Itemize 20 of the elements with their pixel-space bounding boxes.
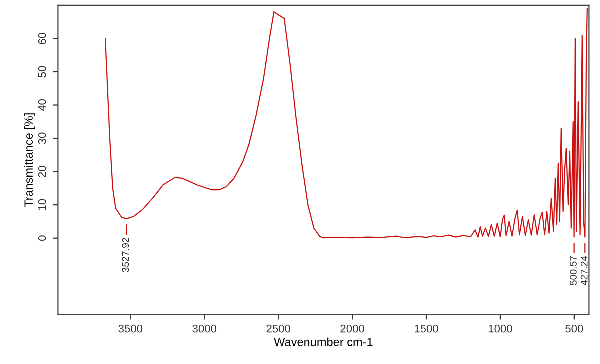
x-tick-label: 2000	[340, 324, 364, 333]
annotation: 500.57	[570, 256, 577, 286]
y-tick-label: 30	[38, 132, 46, 144]
y-tick-label: 10	[38, 199, 46, 210]
x-tick-label: 3000	[192, 324, 217, 333]
x-tick-label: 1500	[414, 324, 438, 333]
x-tick-label: 1000	[488, 324, 512, 333]
y-tick-label: 50	[38, 66, 46, 78]
y-axis-title: Transmittance [%]	[24, 114, 36, 208]
annotation: 427.24	[580, 256, 588, 286]
y-tick-label: 60	[38, 32, 46, 44]
y-tick-label: 40	[38, 100, 46, 112]
line-series	[104, 8, 588, 239]
annotation: 3527.92	[122, 238, 130, 272]
x-tick-label: 500	[566, 324, 584, 333]
y-tick-label: 20	[38, 166, 46, 178]
x-axis-title: Wavenumber cm-1	[274, 338, 373, 346]
y-tick-label: 0	[38, 236, 46, 241]
x-tick-label: 3500	[118, 324, 143, 333]
x-tick-label: 2500	[266, 324, 291, 333]
